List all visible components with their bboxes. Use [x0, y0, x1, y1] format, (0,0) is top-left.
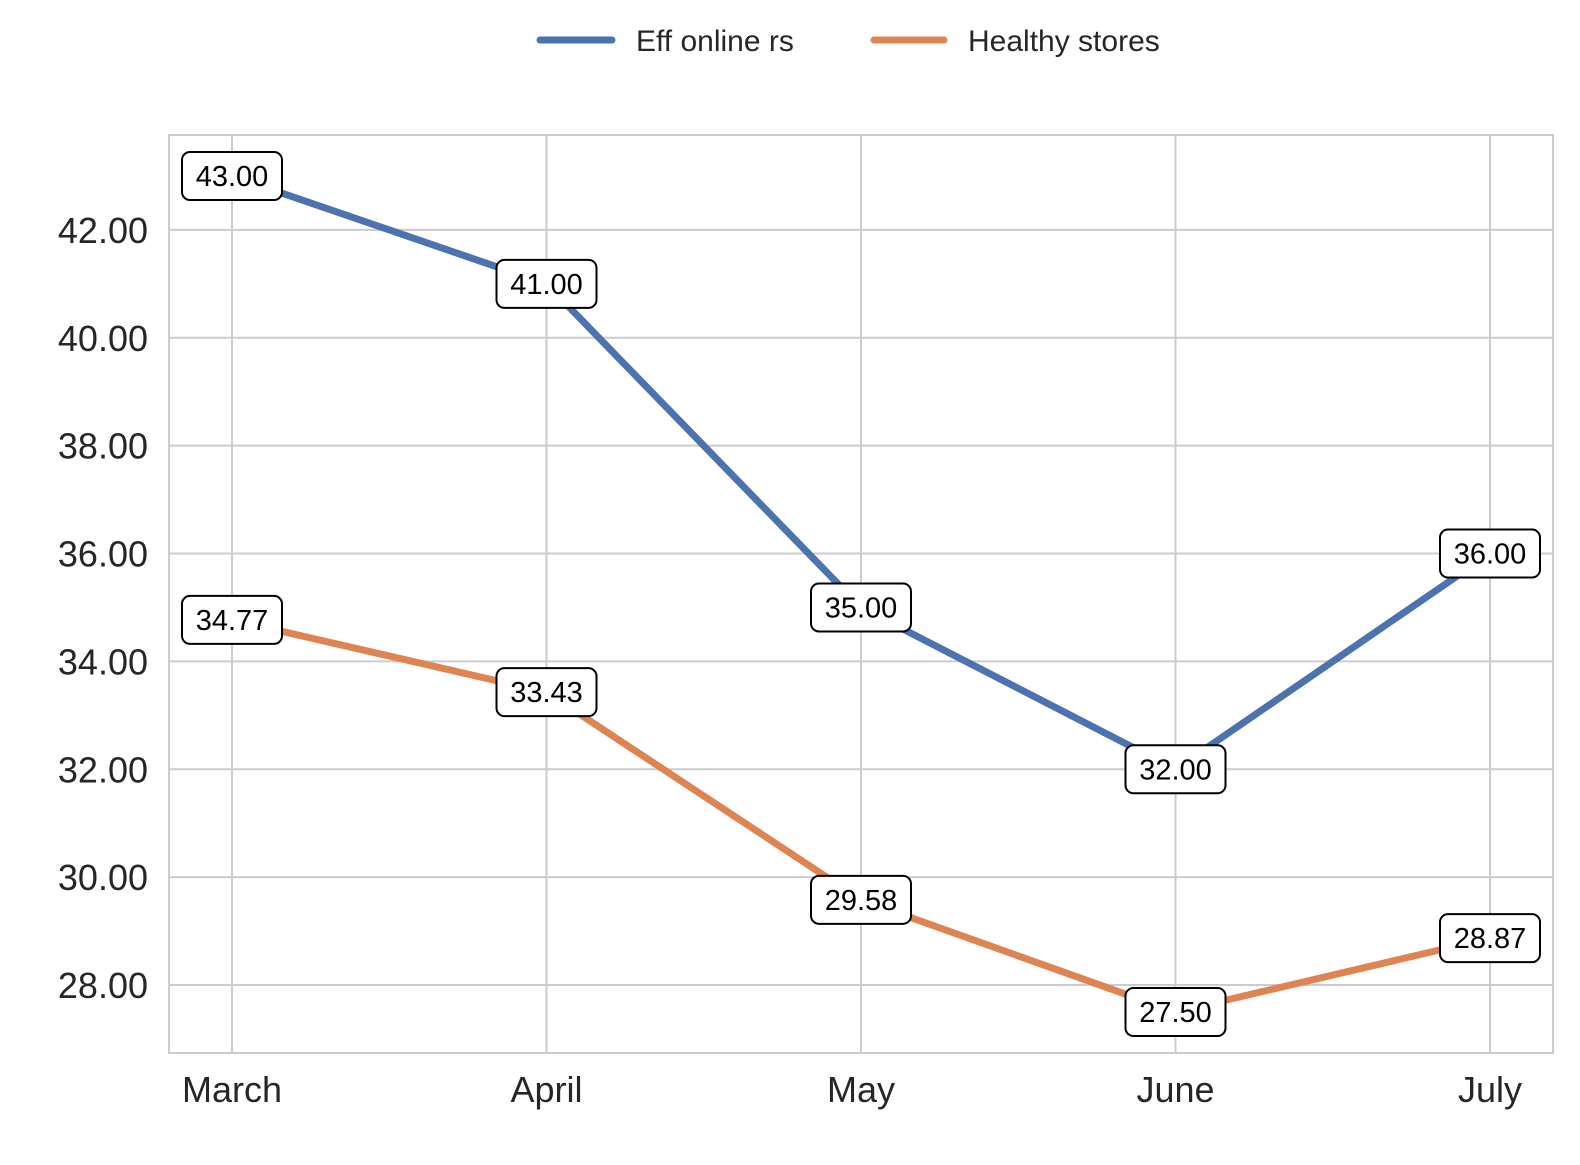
data-label-box	[495, 258, 598, 309]
y-tick-label: 34.00	[58, 641, 148, 682]
y-tick-label: 40.00	[58, 318, 148, 359]
data-label-box	[1439, 913, 1541, 964]
x-tick-label: July	[1458, 1069, 1522, 1110]
data-label: 34.77	[181, 594, 283, 645]
data-label-text: 41.00	[510, 269, 583, 301]
data-label: 27.50	[1124, 987, 1227, 1038]
data-label-box	[810, 874, 912, 925]
data-label-box	[1439, 528, 1541, 579]
y-tick-label: 32.00	[58, 749, 148, 790]
plot-area: 43.00 41.00 35.00 32.00 36.00 34.77 33.43 29.58…	[168, 134, 1554, 1054]
data-label: 36.00	[1439, 528, 1541, 579]
legend-label-1: Healthy stores	[968, 25, 1160, 58]
x-tick-label: May	[827, 1069, 895, 1110]
data-label: 41.00	[495, 258, 598, 309]
y-tick-label: 28.00	[58, 965, 148, 1006]
data-label-box	[1124, 744, 1227, 795]
data-label-text: 34.77	[196, 605, 269, 637]
x-axis: March April May June July	[182, 1069, 1522, 1110]
data-labels: 43.00 41.00 35.00 32.00 36.00 34.77 33.43 29.58…	[181, 150, 1541, 1038]
y-tick-label: 30.00	[58, 857, 148, 898]
data-label-text: 36.00	[1454, 539, 1527, 571]
data-label: 29.58	[810, 874, 912, 925]
data-label: 35.00	[810, 582, 912, 633]
data-label: 43.00	[181, 150, 283, 201]
data-label: 32.00	[1124, 744, 1227, 795]
data-label-text: 35.00	[825, 592, 898, 624]
x-tick-label: March	[182, 1069, 282, 1110]
data-label-box	[495, 667, 598, 718]
data-label-text: 33.43	[510, 677, 583, 709]
y-axis: 28.00 30.00 32.00 34.00 36.00 38.00 40.00 42.00	[58, 210, 148, 1006]
x-tick-label: June	[1136, 1069, 1214, 1110]
y-tick-label: 36.00	[58, 534, 148, 575]
data-label-box	[1124, 987, 1227, 1038]
data-label-box	[810, 582, 912, 633]
y-tick-label: 42.00	[58, 210, 148, 251]
data-label-text: 32.00	[1139, 754, 1212, 786]
x-tick-label: April	[510, 1069, 582, 1110]
data-label: 28.87	[1439, 913, 1541, 964]
data-label-text: 27.50	[1139, 997, 1212, 1029]
data-label-box	[181, 594, 283, 645]
y-tick-label: 38.00	[58, 426, 148, 467]
legend-label-0: Eff online rs	[636, 25, 794, 58]
data-label: 33.43	[495, 667, 598, 718]
data-label-text: 28.87	[1454, 923, 1527, 955]
data-label-text: 43.00	[196, 161, 269, 193]
data-label-text: 29.58	[825, 885, 898, 917]
data-label-box	[181, 150, 283, 201]
legend: Eff online rs Healthy stores	[536, 25, 1160, 58]
